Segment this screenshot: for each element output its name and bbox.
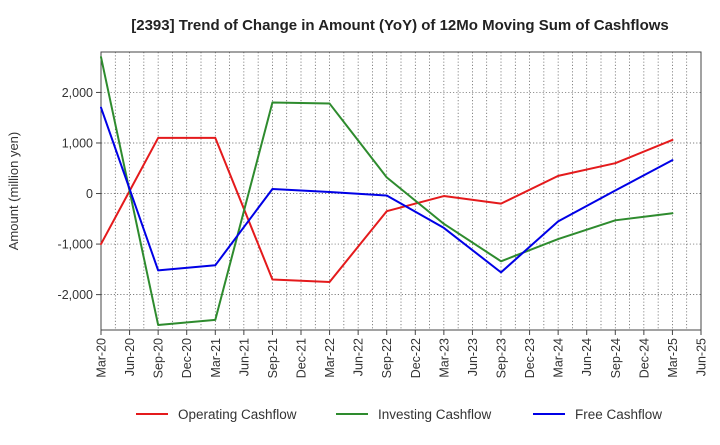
legend: Operating Cashflow Investing Cashflow Free… (136, 407, 662, 422)
y-tick-label: -1,000 (58, 238, 93, 252)
y-tick-label: 1,000 (62, 136, 93, 150)
x-tick-label: Sep-23 (495, 338, 509, 378)
y-tick-label: 2,000 (62, 86, 93, 100)
y-tick-label: 0 (86, 187, 93, 201)
grid (101, 52, 701, 330)
x-tick-label: Mar-23 (437, 338, 451, 378)
x-tick-label: Sep-24 (609, 338, 623, 378)
x-tick-label: Dec-22 (409, 338, 423, 378)
x-tick-label: Sep-20 (152, 338, 166, 378)
investing-cashflow-line (100, 56, 674, 326)
x-tick-label: Mar-20 (95, 338, 109, 378)
legend-label-operating-cashflow: Operating Cashflow (178, 407, 297, 422)
y-tick-label: -2,000 (58, 288, 93, 302)
series (100, 56, 674, 326)
x-tick-label: Dec-24 (637, 338, 651, 378)
x-tick-label: Sep-22 (380, 338, 394, 378)
x-tick-label: Jun-25 (695, 338, 709, 376)
x-tick-label: Mar-25 (666, 338, 680, 378)
x-tick-label: Jun-23 (466, 338, 480, 376)
axes: -2,000 -1,000 0 1,000 2,000 Mar-20 Jun-20 Sep-2… (58, 51, 709, 378)
x-tick-label: Sep-21 (266, 338, 280, 378)
x-tick-label: Mar-22 (323, 338, 337, 378)
x-tick-label: Dec-23 (523, 338, 537, 378)
x-tick-label: Jun-20 (123, 338, 137, 376)
x-tick-label: Mar-24 (552, 338, 566, 378)
plot-frame (100, 51, 702, 331)
legend-label-investing-cashflow: Investing Cashflow (378, 407, 492, 422)
x-tick-label: Dec-21 (295, 338, 309, 378)
chart-title: [2393] Trend of Change in Amount (YoY) o… (131, 17, 669, 34)
x-tick-label: Dec-20 (180, 338, 194, 378)
y-axis-label: Amount (million yen) (6, 132, 21, 251)
x-tick-label: Jun-24 (580, 338, 594, 376)
free-cashflow-line (100, 106, 674, 274)
legend-label-free-cashflow: Free Cashflow (575, 407, 662, 422)
x-tick-label: Jun-22 (352, 338, 366, 376)
x-tick-label: Jun-21 (237, 338, 251, 376)
operating-cashflow-line (100, 136, 674, 283)
x-tick-label: Mar-21 (209, 338, 223, 378)
